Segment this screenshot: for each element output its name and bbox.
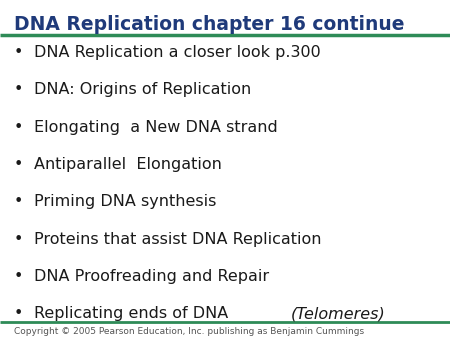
Text: Priming DNA synthesis: Priming DNA synthesis xyxy=(34,194,216,209)
Text: DNA Replication chapter 16 continue: DNA Replication chapter 16 continue xyxy=(14,15,404,34)
Text: •: • xyxy=(14,45,23,60)
Text: •: • xyxy=(14,269,23,284)
Text: •: • xyxy=(14,157,23,172)
Text: DNA: Origins of Replication: DNA: Origins of Replication xyxy=(34,82,251,97)
Text: •: • xyxy=(14,306,23,321)
Text: Replicating ends of DNA: Replicating ends of DNA xyxy=(34,306,233,321)
Text: Copyright © 2005 Pearson Education, Inc. publishing as Benjamin Cummings: Copyright © 2005 Pearson Education, Inc.… xyxy=(14,328,364,336)
Text: •: • xyxy=(14,120,23,135)
Text: (Telomeres): (Telomeres) xyxy=(291,306,386,321)
Text: DNA Replication a closer look p.300: DNA Replication a closer look p.300 xyxy=(34,45,320,60)
Text: •: • xyxy=(14,194,23,209)
Text: •: • xyxy=(14,82,23,97)
Text: Proteins that assist DNA Replication: Proteins that assist DNA Replication xyxy=(34,232,321,246)
Text: •: • xyxy=(14,232,23,246)
Text: DNA Proofreading and Repair: DNA Proofreading and Repair xyxy=(34,269,269,284)
Text: Elongating  a New DNA strand: Elongating a New DNA strand xyxy=(34,120,278,135)
Text: Antiparallel  Elongation: Antiparallel Elongation xyxy=(34,157,221,172)
